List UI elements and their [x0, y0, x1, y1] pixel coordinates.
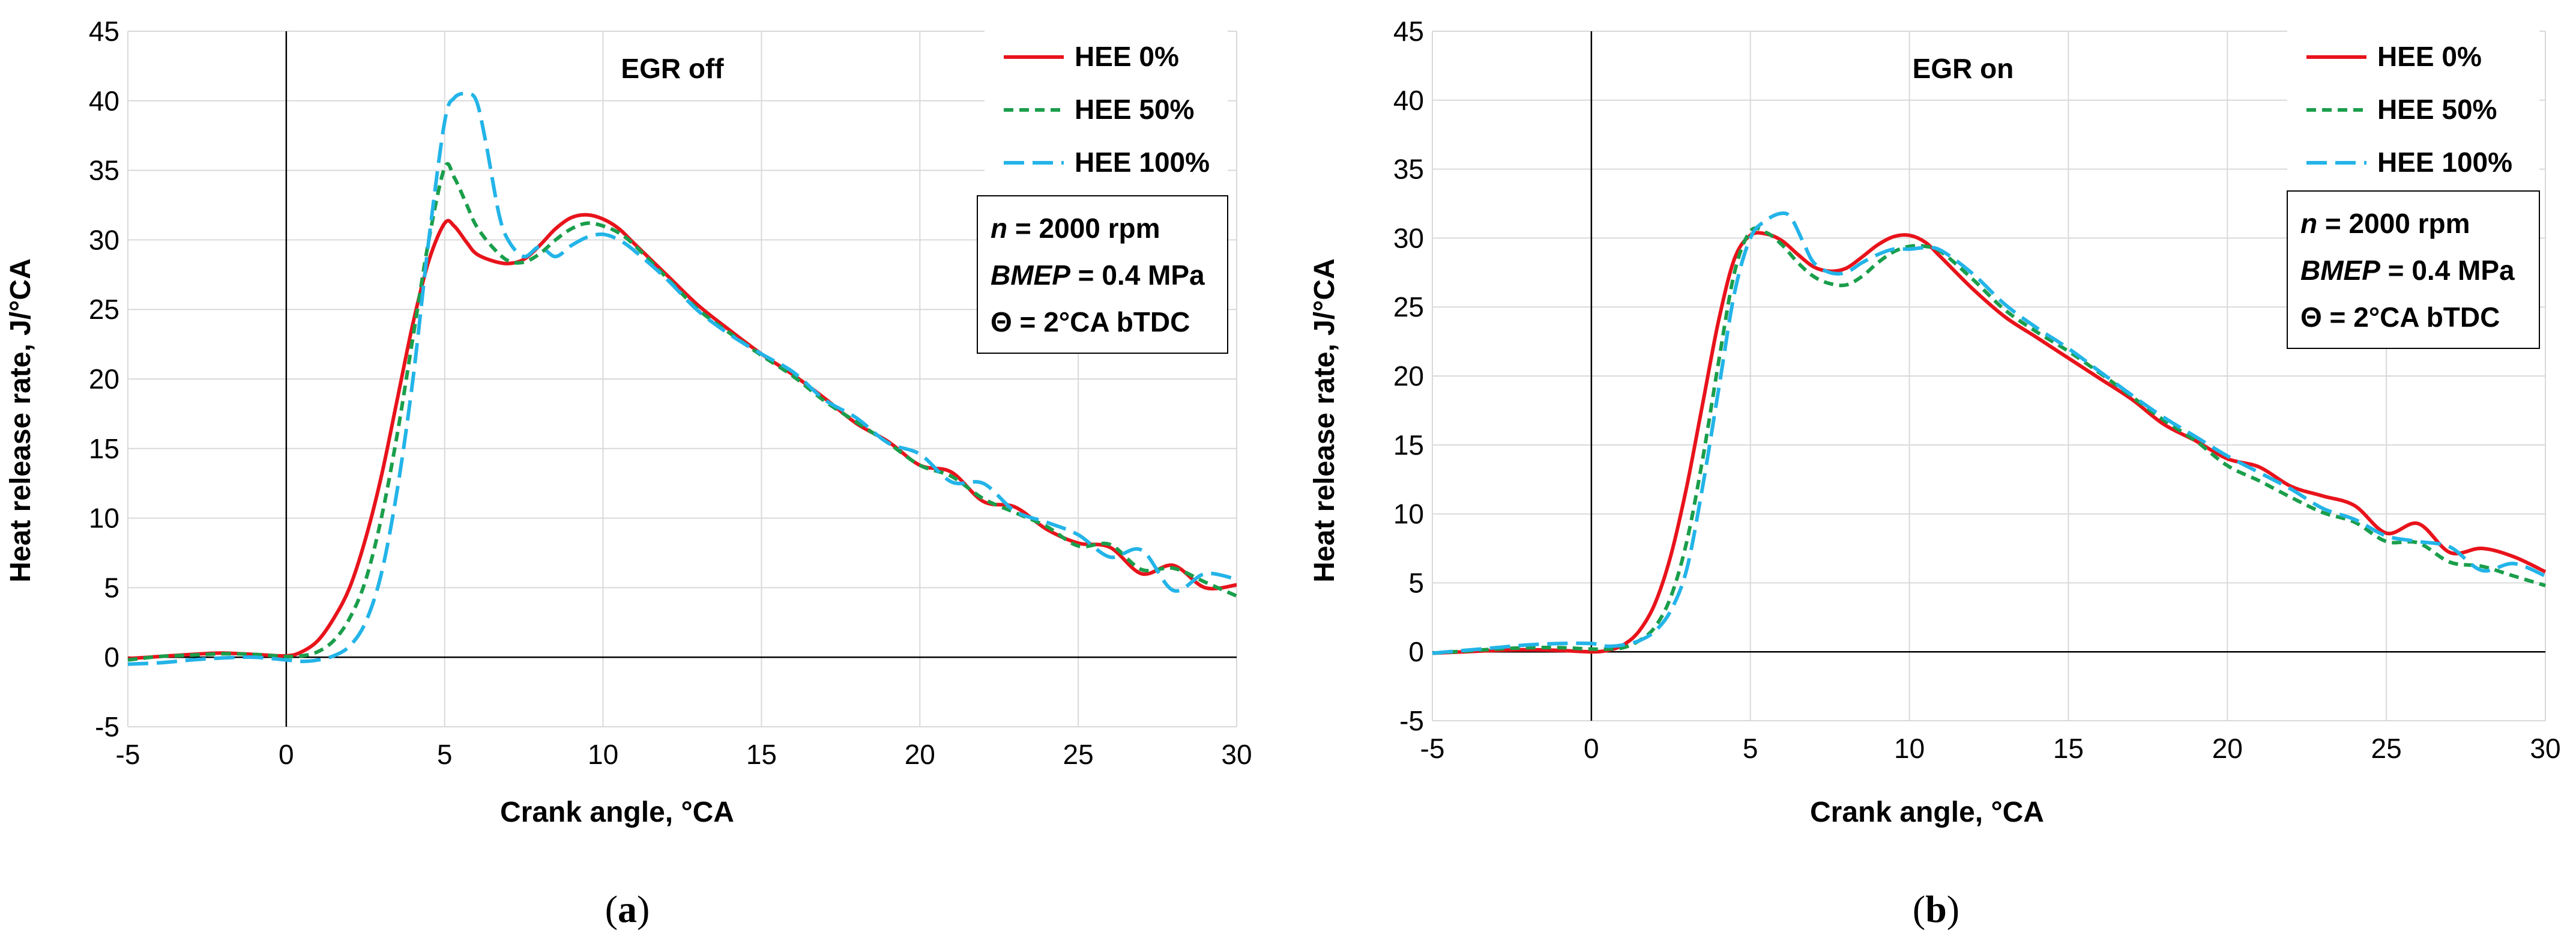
y-tick-label: 35: [1393, 154, 1424, 185]
condition-speed: n = 2000 rpm: [2300, 208, 2470, 239]
y-tick-label: 40: [89, 85, 119, 117]
y-tick-label: 20: [89, 363, 119, 395]
bmep-symbol: BMEP: [991, 259, 1070, 291]
x-tick-label: -5: [116, 739, 140, 770]
x-tick-label: 25: [1063, 739, 1094, 770]
x-tick-label: 30: [2530, 733, 2560, 764]
legend-label: HEE 100%: [2377, 147, 2512, 178]
y-tick-label: 45: [89, 16, 119, 47]
y-axis-label: Heat release rate, J/°CA: [1309, 258, 1341, 582]
legend-label: HEE 50%: [1075, 94, 1194, 125]
speed-symbol: n: [991, 213, 1007, 244]
legend-background: [985, 18, 1228, 195]
legend-label: HEE 50%: [2377, 94, 2497, 125]
condition-bmep: BMEP = 0.4 MPa: [2300, 255, 2515, 286]
y-tick-label: 0: [104, 641, 119, 673]
bmep-symbol: BMEP: [2300, 255, 2380, 286]
y-tick-label: 25: [89, 294, 119, 325]
conditions-box: n = 2000 rpm BMEP = 0.4 MPa Θ = 2°CA bTD…: [977, 195, 1228, 354]
series-line: [127, 213, 1237, 661]
panel-caption: (b): [1913, 888, 1959, 930]
annotation-egr: EGR on: [1913, 53, 2014, 84]
y-tick-label: 35: [89, 155, 119, 186]
chart-panel-b: -5 0 5 10 15 20 25 30 35 40 45 -5 0 5 10 15 20 25 30 EGR …: [1309, 16, 2561, 930]
y-tick-label: 20: [1393, 360, 1424, 392]
bmep-value: = 0.4 MPa: [2380, 255, 2515, 286]
conditions-box-border: [977, 195, 1228, 354]
y-tick-label: -5: [95, 711, 119, 742]
y-tick-label: -5: [1399, 705, 1424, 736]
x-tick-label: 0: [279, 739, 294, 770]
series-line: [1432, 211, 2547, 655]
x-tick-label: -5: [1420, 733, 1445, 764]
x-tick-labels: -5 0 5 10 15 20 25 30: [1420, 733, 2561, 764]
series-line: [127, 91, 1237, 666]
x-tick-label: 20: [2212, 733, 2243, 764]
zero-axes: [128, 31, 1237, 727]
x-tick-label: 15: [746, 739, 777, 770]
speed-value: = 2000 rpm: [2317, 208, 2470, 239]
series-line: [127, 162, 1238, 662]
y-tick-label: 30: [1393, 222, 1424, 253]
series-lines: [127, 91, 1238, 666]
x-tick-label: 5: [437, 739, 453, 770]
y-tick-label: 15: [1393, 429, 1424, 461]
x-tick-label: 0: [1584, 733, 1599, 764]
conditions-box: n = 2000 rpm BMEP = 0.4 MPa Θ = 2°CA bTD…: [2287, 190, 2540, 349]
legend: HEE 0% HEE 50% HEE 100%: [2287, 18, 2539, 195]
condition-injection-timing: Θ = 2°CA bTDC: [991, 306, 1190, 338]
x-tick-label: 15: [2053, 733, 2084, 764]
zero-axes: [1432, 31, 2545, 721]
panel-caption-letter: b: [1925, 888, 1947, 930]
x-axis-label: Crank angle, °CA: [1810, 796, 2044, 828]
y-tick-labels: -5 0 5 10 15 20 25 30 35 40 45: [1393, 16, 1424, 736]
y-tick-label: 15: [89, 433, 119, 464]
chart-panel-a: -5 0 5 10 15 20 25 30 35 40 45 -5 0 5 10 15 20 25 30 EGR …: [5, 16, 1252, 930]
condition-speed: n = 2000 rpm: [991, 213, 1160, 244]
panel-caption: (a): [605, 888, 650, 930]
y-tick-label: 25: [1393, 291, 1424, 323]
y-tick-label: 10: [1393, 499, 1424, 530]
y-tick-label: 10: [89, 503, 119, 534]
series-line: [1432, 231, 2547, 655]
y-tick-label: 5: [1408, 567, 1424, 598]
x-tick-label: 10: [588, 739, 618, 770]
x-tick-label: 20: [905, 739, 935, 770]
annotation-egr: EGR off: [621, 53, 724, 84]
y-tick-label: 0: [1408, 636, 1424, 667]
y-axis-label: Heat release rate, J/°CA: [5, 258, 37, 582]
x-tick-label: 10: [1894, 733, 1925, 764]
x-tick-label: 25: [2371, 733, 2402, 764]
y-tick-label: 30: [89, 224, 119, 255]
x-axis-label: Crank angle, °CA: [500, 796, 734, 828]
x-tick-label: 30: [1221, 739, 1252, 770]
legend-background: [2287, 18, 2539, 195]
series-lines: [1432, 211, 2547, 655]
legend: HEE 0% HEE 50% HEE 100%: [985, 18, 1228, 195]
speed-value: = 2000 rpm: [1007, 213, 1160, 244]
bmep-value: = 0.4 MPa: [1070, 259, 1205, 291]
y-tick-label: 45: [1393, 16, 1424, 47]
x-tick-label: 5: [1743, 733, 1758, 764]
panel-caption-letter: a: [618, 888, 637, 930]
condition-injection-timing: Θ = 2°CA bTDC: [2300, 302, 2500, 333]
speed-symbol: n: [2300, 208, 2317, 239]
legend-label: HEE 0%: [2377, 41, 2482, 72]
y-tick-labels: -5 0 5 10 15 20 25 30 35 40 45: [89, 16, 119, 742]
x-tick-labels: -5 0 5 10 15 20 25 30: [116, 739, 1252, 770]
condition-bmep: BMEP = 0.4 MPa: [991, 259, 1205, 291]
conditions-box-border: [2287, 190, 2540, 349]
y-tick-label: 40: [1393, 85, 1424, 116]
legend-label: HEE 0%: [1075, 41, 1179, 72]
legend-label: HEE 100%: [1075, 147, 1210, 178]
y-tick-label: 5: [104, 572, 119, 603]
